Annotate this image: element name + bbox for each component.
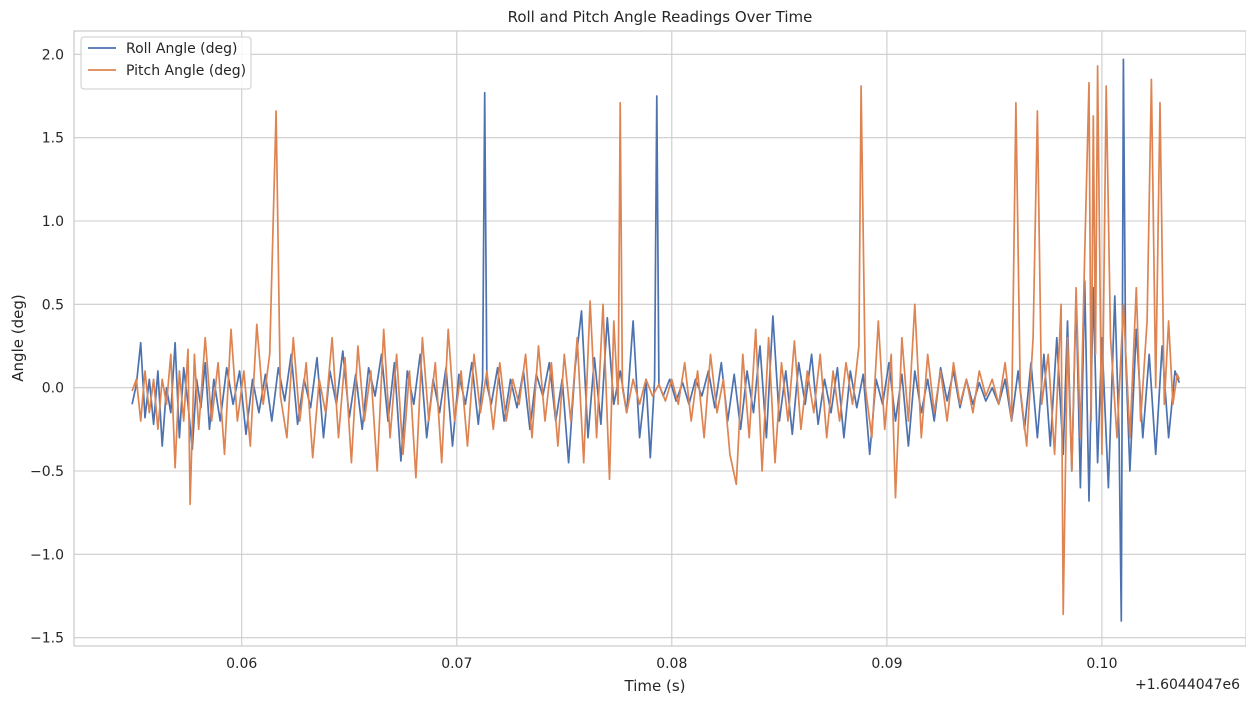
y-tick-label: 2.0 bbox=[42, 47, 64, 63]
y-tick-label: 1.5 bbox=[42, 131, 64, 147]
x-axis-label: Time (s) bbox=[624, 677, 686, 695]
legend-box bbox=[80, 36, 252, 90]
x-axis-offset-label: +1.6044047e6 bbox=[1135, 677, 1240, 693]
grid bbox=[74, 31, 1246, 646]
y-tick-label: 0.5 bbox=[42, 297, 64, 313]
legend-entry-label: Roll Angle (deg) bbox=[126, 41, 238, 57]
series-line-pitch bbox=[131, 65, 1181, 616]
legend: Roll Angle (deg) Pitch Angle (deg) bbox=[80, 36, 252, 90]
y-axis-label: Angle (deg) bbox=[9, 294, 27, 381]
x-tick-label: 0.08 bbox=[656, 656, 687, 672]
plot-lines bbox=[131, 58, 1181, 622]
y-tick-label: −0.5 bbox=[30, 464, 64, 480]
legend-entry-label: Pitch Angle (deg) bbox=[126, 63, 246, 79]
x-tick-label: 0.10 bbox=[1086, 656, 1117, 672]
x-tick-label: 0.09 bbox=[871, 656, 902, 672]
series-line-roll bbox=[131, 58, 1181, 622]
plot-frame bbox=[73, 30, 1246, 647]
y-axis-ticks: −1.5 −1.0 −0.5 0.0 0.5 1.0 1.5 2.0 bbox=[30, 47, 64, 646]
y-tick-label: 1.0 bbox=[42, 214, 64, 230]
x-axis-ticks: 0.06 0.07 0.08 0.09 0.10 bbox=[226, 656, 1117, 672]
chart-title: Roll and Pitch Angle Readings Over Time bbox=[508, 8, 813, 26]
x-tick-label: 0.06 bbox=[226, 656, 257, 672]
x-tick-label: 0.07 bbox=[441, 656, 472, 672]
y-tick-label: −1.0 bbox=[30, 547, 64, 563]
y-tick-label: −1.5 bbox=[30, 631, 64, 647]
y-tick-label: 0.0 bbox=[42, 381, 64, 397]
